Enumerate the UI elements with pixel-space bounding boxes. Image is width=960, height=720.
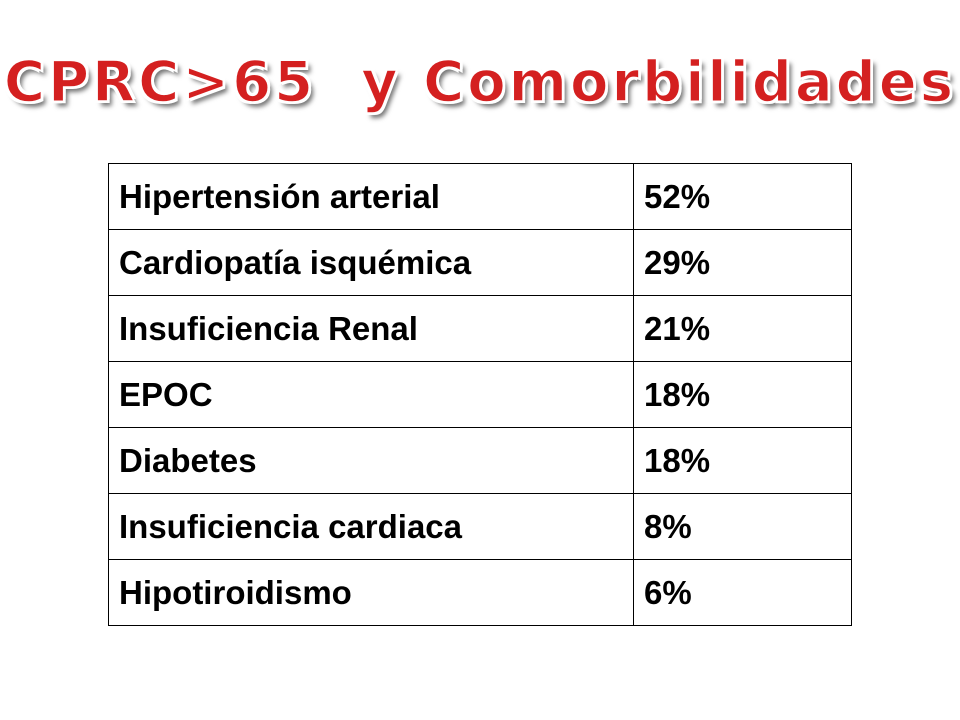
table-row: Diabetes 18% — [108, 427, 852, 494]
table-row: Hipotiroidismo 6% — [108, 559, 852, 626]
table-body: Hipertensión arterial 52% Cardiopatía isqu… — [108, 163, 852, 626]
condition-cell: Diabetes — [108, 427, 634, 494]
comorbidity-table: Hipertensión arterial 52% Cardiopatía isqu… — [108, 163, 852, 626]
percentage-cell: 21% — [633, 295, 852, 362]
condition-cell: Insuficiencia Renal — [108, 295, 634, 362]
table-row: Hipertensión arterial 52% — [108, 163, 852, 230]
condition-cell: Hipotiroidismo — [108, 559, 634, 626]
percentage-cell: 18% — [633, 427, 852, 494]
percentage-cell: 8% — [633, 493, 852, 560]
condition-cell: Hipertensión arterial — [108, 163, 634, 230]
condition-cell: Cardiopatía isquémica — [108, 229, 634, 296]
table-row: EPOC 18% — [108, 361, 852, 428]
condition-cell: Insuficiencia cardiaca — [108, 493, 634, 560]
percentage-cell: 52% — [633, 163, 852, 230]
table-row: Cardiopatía isquémica 29% — [108, 229, 852, 296]
percentage-cell: 6% — [633, 559, 852, 626]
condition-cell: EPOC — [108, 361, 634, 428]
table-row: Insuficiencia cardiaca 8% — [108, 493, 852, 560]
percentage-cell: 18% — [633, 361, 852, 428]
table-row: Insuficiencia Renal 21% — [108, 295, 852, 362]
slide-title: CPRC>65 y Comorbilidades — [3, 49, 957, 116]
percentage-cell: 29% — [633, 229, 852, 296]
